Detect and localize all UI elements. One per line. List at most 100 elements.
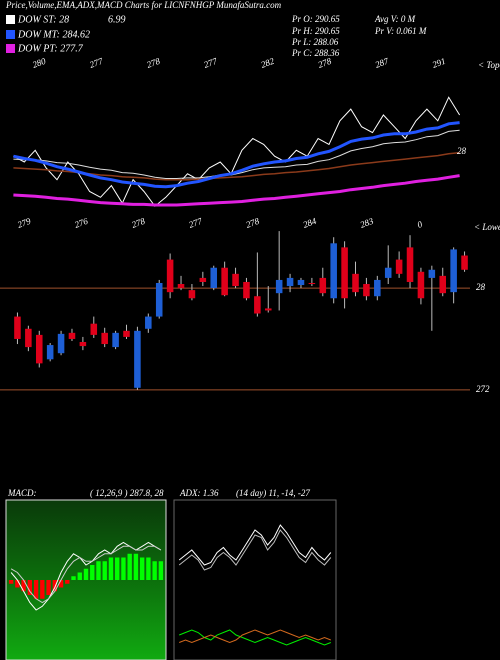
candle-body	[166, 259, 174, 293]
high-label: 287	[374, 56, 391, 70]
candle-body	[199, 277, 207, 282]
histogram-bar	[146, 557, 151, 580]
candle-body	[450, 249, 457, 293]
candle-body	[439, 275, 447, 294]
histogram-bar	[102, 561, 107, 580]
histogram-bar	[71, 576, 76, 580]
candle-body	[275, 279, 283, 294]
histogram-bar	[33, 580, 39, 599]
price-low: Pr L: 288.06	[291, 37, 339, 47]
candle-body	[155, 282, 163, 317]
panel-title: ADX: 1.36	[179, 488, 219, 498]
series-line	[13, 174, 460, 207]
candle-body	[210, 267, 218, 289]
low-label: 276	[73, 216, 90, 230]
y-tick-label: 272	[476, 384, 490, 394]
histogram-bar	[139, 557, 145, 580]
histogram-bar	[46, 580, 51, 595]
candle-body	[264, 308, 272, 311]
price-open: Pr O: 290.65	[291, 14, 340, 24]
high-label: 278	[145, 56, 162, 70]
series-line	[10, 545, 162, 604]
histogram-bar	[58, 580, 64, 588]
histogram-bar	[96, 561, 101, 580]
candle-body	[461, 255, 468, 270]
dow-pt: DOW PT: 277.7	[17, 43, 84, 54]
low-label: 278	[244, 216, 261, 230]
histogram-bar	[27, 580, 33, 595]
panel-title: MACD:	[7, 488, 37, 498]
candle-body	[221, 267, 228, 296]
low-label: 279	[16, 216, 33, 230]
high-label: 291	[431, 56, 447, 70]
y-tick-label: 28	[476, 282, 486, 292]
candle-body	[101, 332, 108, 345]
low-label: 284	[302, 216, 319, 230]
series-line	[13, 129, 460, 179]
candle-body	[177, 284, 185, 289]
candle-body	[145, 316, 152, 329]
histogram-bar	[77, 572, 82, 580]
low-label: 283	[359, 216, 376, 230]
candle-body	[112, 332, 119, 348]
candle-body	[57, 333, 65, 354]
series-line	[178, 529, 332, 571]
candle-body	[406, 247, 414, 282]
candle-body	[384, 267, 392, 278]
dow-mt: DOW MT: 284.62	[17, 29, 90, 40]
series-line	[179, 629, 331, 644]
candle-body	[79, 342, 87, 347]
candle-body	[395, 259, 403, 274]
candle-body	[286, 277, 294, 287]
candle-body	[232, 273, 239, 287]
adx-panel	[173, 499, 337, 660]
histogram-bar	[108, 557, 114, 580]
candle-body	[35, 334, 43, 364]
legend-swatch	[6, 44, 15, 53]
right-label: < Topo	[478, 60, 500, 70]
candle-body	[308, 282, 316, 285]
panel-params: ( 12,26,9 ) 287.8, 28	[90, 488, 164, 498]
candle-body	[319, 277, 327, 294]
candle-body	[25, 328, 32, 348]
candle-body	[297, 279, 305, 286]
high-label: 277	[202, 56, 219, 70]
low-label: 278	[130, 216, 147, 230]
histogram-bar	[21, 580, 26, 592]
page-title: Price,Volume,EMA,ADX,MACD Charts for LIC…	[5, 0, 282, 10]
histogram-bar	[8, 580, 14, 584]
candle-body	[134, 330, 141, 388]
candle-body	[352, 273, 359, 293]
dow-st: DOW ST: 28	[17, 14, 69, 25]
panel-params: (14 day) 11, -14, -27	[236, 488, 310, 498]
high-label: 280	[31, 56, 48, 70]
candle-body	[68, 332, 76, 339]
low-label: 277	[187, 216, 204, 230]
histogram-bar	[90, 565, 95, 580]
histogram-bar	[158, 561, 164, 580]
candle-body	[123, 330, 130, 337]
histogram-bar	[127, 553, 132, 580]
price-close: Pr C: 288.36	[291, 48, 340, 58]
avg-volume: Avg V: 0 M	[374, 14, 416, 24]
histogram-bar	[152, 561, 157, 580]
candle-body	[341, 247, 348, 299]
candle-body	[330, 243, 337, 299]
histogram-bar	[65, 580, 70, 584]
legend-swatch	[6, 15, 15, 24]
high-label: 277	[88, 56, 105, 70]
histogram-bar	[121, 557, 126, 580]
candle-body	[243, 281, 250, 299]
candle-body	[428, 269, 436, 278]
candle-body	[363, 284, 370, 297]
candle-body	[417, 271, 425, 299]
legend-swatch	[6, 30, 15, 39]
series-line	[13, 96, 461, 207]
series-line	[178, 524, 332, 566]
histogram-bar	[52, 580, 57, 592]
candle-body	[90, 323, 98, 335]
histogram-bar	[83, 568, 89, 580]
price-high: Pr H: 290.65	[291, 26, 340, 36]
histogram-bar	[133, 553, 139, 580]
